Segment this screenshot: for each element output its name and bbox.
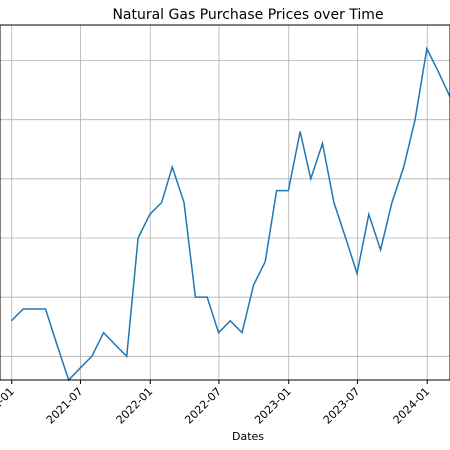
plot-frame (0, 24, 450, 381)
chart-title: Natural Gas Purchase Prices over Time (112, 7, 383, 23)
x-gridlines (11, 25, 428, 380)
series-line-0 (10, 46, 450, 382)
x-tick-label-4: 2023-01 (252, 385, 294, 427)
y-gridlines (0, 60, 450, 357)
x-tick-label-2: 2022-01 (114, 385, 156, 427)
x-tick-label-3: 2022-07 (182, 385, 224, 427)
x-tick-label-1: 2021-07 (44, 385, 86, 427)
x-tick-label-6: 2024-01 (391, 385, 433, 427)
x-tick-label-0: 2021-01 (0, 385, 17, 427)
x-axis-label: Dates (232, 430, 264, 443)
x-tick-label-5: 2023-07 (321, 385, 363, 427)
series-group (10, 46, 450, 382)
x-axis-ticks: 2021-01 2021-07 2022-01 2022-07 2023-01 2023-… (0, 380, 432, 427)
